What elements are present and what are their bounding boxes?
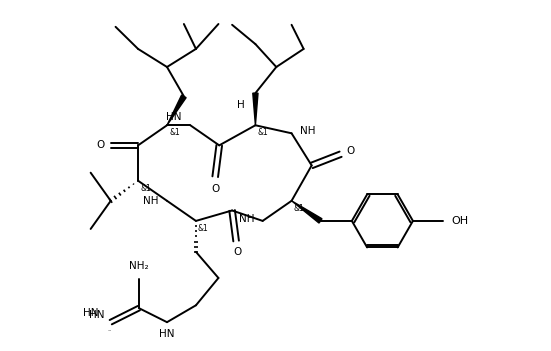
Text: O: O bbox=[211, 184, 219, 194]
Polygon shape bbox=[291, 201, 322, 223]
Text: HN: HN bbox=[83, 308, 99, 318]
Text: NH: NH bbox=[300, 126, 315, 136]
Text: &1: &1 bbox=[294, 204, 304, 213]
Polygon shape bbox=[253, 93, 258, 125]
Text: HN: HN bbox=[89, 310, 104, 320]
Text: NH: NH bbox=[239, 214, 255, 224]
Text: &1: &1 bbox=[198, 224, 209, 233]
Text: NH: NH bbox=[143, 196, 158, 206]
Text: HN: HN bbox=[159, 329, 175, 339]
Text: NH₂: NH₂ bbox=[129, 261, 149, 271]
Polygon shape bbox=[167, 95, 186, 125]
Text: OH: OH bbox=[451, 216, 469, 226]
Text: imine: imine bbox=[108, 330, 112, 331]
Text: H: H bbox=[237, 100, 245, 110]
Text: O: O bbox=[346, 146, 354, 156]
Text: O: O bbox=[234, 247, 242, 257]
Text: &1: &1 bbox=[169, 128, 180, 138]
Text: &1: &1 bbox=[257, 128, 268, 138]
Text: O: O bbox=[97, 140, 105, 150]
Text: &1: &1 bbox=[140, 184, 151, 193]
Text: HN: HN bbox=[166, 112, 181, 122]
